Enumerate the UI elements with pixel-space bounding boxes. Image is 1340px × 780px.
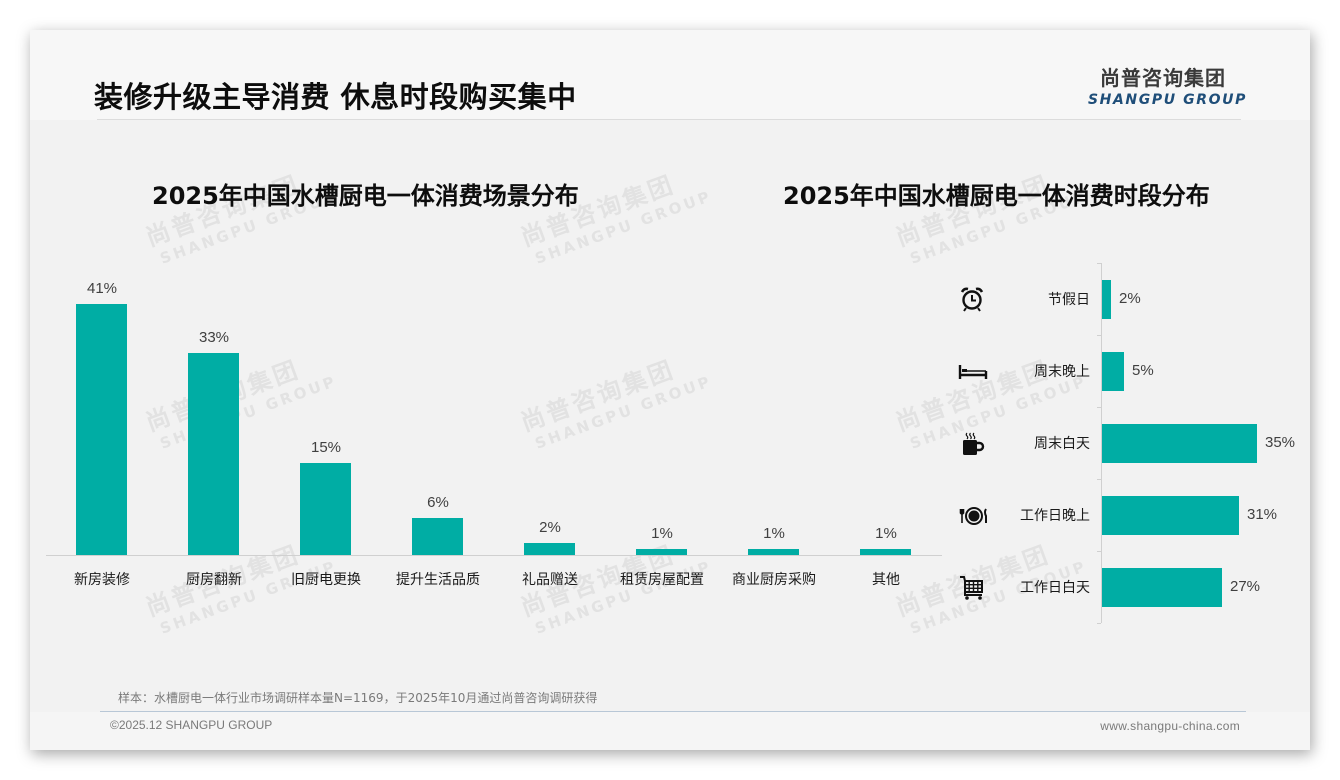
bar-row: 节假日 2% (950, 263, 1310, 335)
time-bar-chart: 节假日 2% 周末晚上 5% 周末白天 35% 工作日晚上 31% 工作日白天 27% (950, 263, 1310, 625)
bar (1102, 352, 1124, 391)
bar (636, 549, 687, 555)
footer-divider (100, 711, 1246, 712)
bar-value-label: 41% (86, 280, 118, 297)
bar-row: 工作日白天 27% (950, 551, 1310, 623)
dinner-plate-icon (958, 501, 987, 529)
category-label: 旧厨电更换 (291, 572, 361, 588)
category-label: 新房装修 (74, 572, 130, 588)
category-label: 租赁房屋配置 (620, 572, 704, 588)
bar-value-label: 6% (427, 494, 449, 511)
bar-value-label: 31% (1247, 506, 1278, 523)
axis-tick (1097, 407, 1101, 408)
time-chart-title: 2025年中国水槽厨电一体消费时段分布 (783, 182, 1210, 210)
bar-row: 工作日晚上 31% (950, 479, 1310, 551)
bar-group: 41% 新房装修 (46, 270, 158, 600)
bar (860, 549, 911, 555)
bar-value-label: 1% (651, 525, 673, 542)
bar (188, 353, 239, 555)
axis-tick (1097, 263, 1101, 264)
axis-tick (1097, 335, 1101, 336)
title-divider (97, 119, 1241, 120)
category-label: 节假日 (1048, 292, 1090, 308)
bar-row: 周末晚上 5% (950, 335, 1310, 407)
axis-tick (1097, 623, 1101, 624)
header-band (30, 30, 1310, 120)
bar (76, 304, 127, 555)
bar (412, 518, 463, 555)
scene-chart-title: 2025年中国水槽厨电一体消费场景分布 (152, 182, 579, 210)
logo-chinese: 尚普咨询集团 (1100, 66, 1226, 90)
category-label: 周末晚上 (1034, 364, 1090, 380)
slide: 尚普咨询集团 SHANGPU GROUP 尚普咨询集团 SHANGPU GROUP 尚普… (30, 30, 1310, 750)
bar-value-label: 2% (1119, 290, 1141, 307)
x-axis-line (46, 555, 942, 556)
bar (1102, 280, 1111, 319)
axis-tick (1097, 551, 1101, 552)
category-label: 周末白天 (1034, 436, 1090, 452)
bar-value-label: 15% (310, 439, 342, 456)
page-title: 装修升级主导消费 休息时段购买集中 (94, 80, 577, 114)
bar-group: 1% 商业厨房采购 (718, 270, 830, 600)
y-axis-line (1101, 263, 1102, 623)
bar (748, 549, 799, 555)
company-logo: 尚普咨询集团 SHANGPU GROUP (1088, 62, 1247, 108)
bar-value-label: 27% (1230, 578, 1261, 595)
category-label: 工作日白天 (1020, 580, 1090, 596)
category-label: 工作日晚上 (1020, 508, 1090, 524)
bar (1102, 568, 1222, 607)
bar-row: 周末白天 35% (950, 407, 1310, 479)
bar-value-label: 2% (539, 519, 561, 536)
alarm-clock-icon (958, 285, 986, 313)
bar-value-label: 35% (1265, 434, 1296, 451)
bar (524, 543, 575, 555)
coffee-cup-icon (958, 429, 986, 457)
bar (1102, 424, 1257, 463)
bar-group: 1% 其他 (830, 270, 942, 600)
shopping-cart-icon (958, 573, 986, 601)
category-label: 其他 (872, 572, 900, 588)
category-label: 商业厨房采购 (732, 572, 816, 588)
website-link[interactable]: www.shangpu-china.com (1100, 719, 1240, 733)
bar-group: 2% 礼品赠送 (494, 270, 606, 600)
scene-bar-chart: 41% 新房装修 33% 厨房翻新 15% 旧厨电更换 6% 提升生活品质 2% 礼品赠送 1% 租赁… (46, 270, 942, 600)
bar (1102, 496, 1239, 535)
bar (300, 463, 351, 555)
category-label: 提升生活品质 (396, 572, 480, 588)
copyright-text: ©2025.12 SHANGPU GROUP (110, 718, 273, 732)
logo-english: SHANGPU GROUP (1088, 92, 1247, 108)
bar-group: 1% 租赁房屋配置 (606, 270, 718, 600)
bed-icon (958, 357, 988, 385)
footer-band (30, 712, 1310, 750)
bar-value-label: 5% (1132, 362, 1154, 379)
category-label: 厨房翻新 (186, 572, 242, 588)
bar-value-label: 33% (198, 329, 230, 346)
bar-value-label: 1% (763, 525, 785, 542)
bar-group: 15% 旧厨电更换 (270, 270, 382, 600)
axis-tick (1097, 479, 1101, 480)
category-label: 礼品赠送 (522, 572, 578, 588)
bar-value-label: 1% (875, 525, 897, 542)
sample-footnote: 样本：水槽厨电一体行业市场调研样本量N=1169，于2025年10月通过尚普咨询… (118, 691, 598, 705)
bar-group: 33% 厨房翻新 (158, 270, 270, 600)
bar-group: 6% 提升生活品质 (382, 270, 494, 600)
